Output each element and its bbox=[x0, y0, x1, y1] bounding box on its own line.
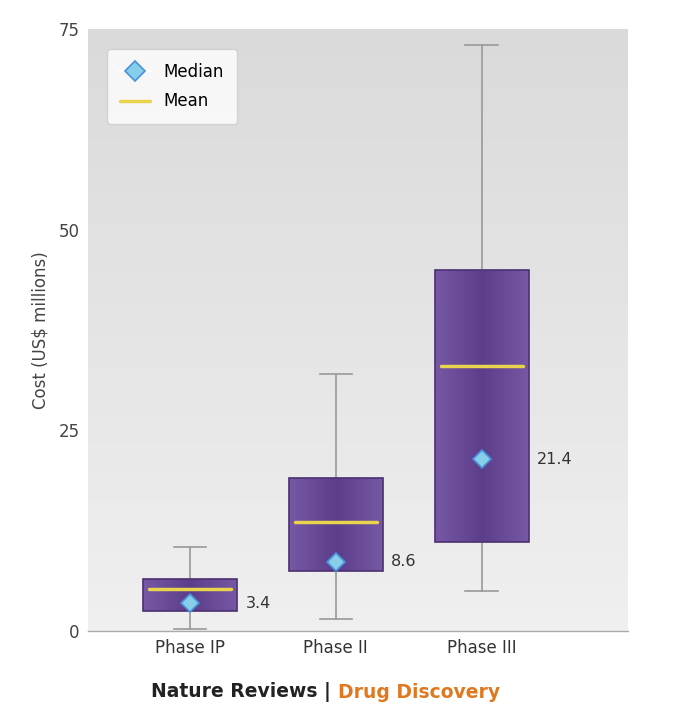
Text: 21.4: 21.4 bbox=[537, 452, 573, 467]
Text: 8.6: 8.6 bbox=[392, 554, 417, 569]
Legend: Median, Mean: Median, Mean bbox=[107, 49, 237, 124]
Text: Drug Discovery: Drug Discovery bbox=[338, 683, 500, 702]
Text: Nature Reviews |: Nature Reviews | bbox=[151, 682, 338, 703]
Bar bbox=[143, 579, 237, 610]
Y-axis label: Cost (US$ millions): Cost (US$ millions) bbox=[32, 251, 50, 409]
Bar bbox=[435, 270, 529, 542]
Bar bbox=[289, 478, 383, 571]
Text: 3.4: 3.4 bbox=[246, 596, 271, 611]
